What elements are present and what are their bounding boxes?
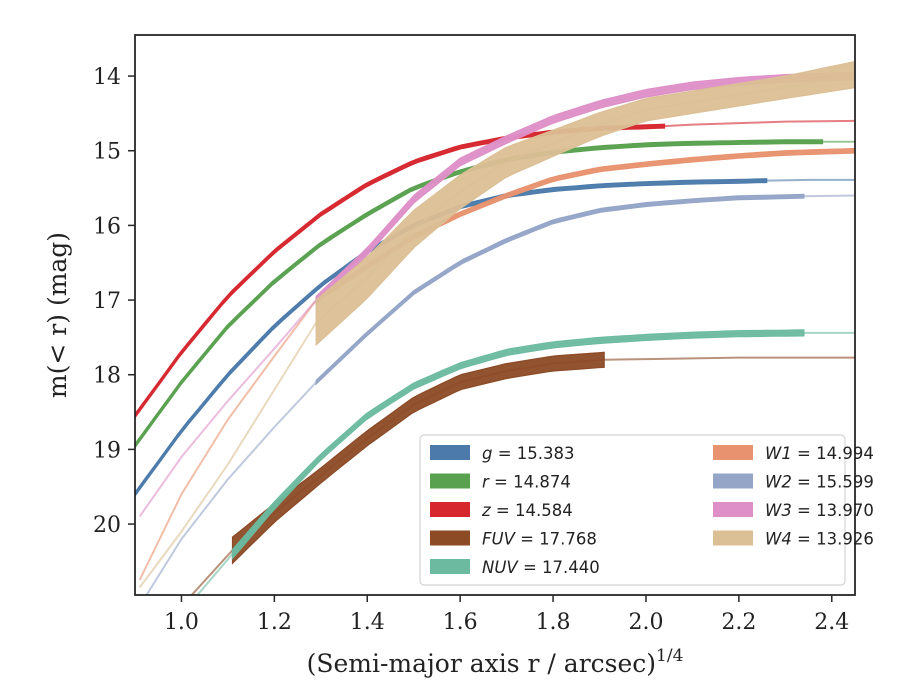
legend-label-g: g = 15.383	[482, 444, 575, 463]
legend-swatch-z	[430, 502, 470, 517]
x-tick-label-1-4: 1.4	[350, 610, 385, 635]
series-band-w3	[315, 71, 855, 306]
legend-label-w1: W1 = 14.994	[765, 444, 874, 463]
legend-item-g: g = 15.383	[430, 444, 575, 463]
x-tick-label-1-0: 1.0	[164, 610, 199, 635]
x-tick-label-1-6: 1.6	[443, 610, 478, 635]
legend-swatch-g	[430, 445, 470, 460]
x-axis-label: (Semi-major axis r / arcsec)1/4	[307, 646, 684, 678]
legend-swatch-w1	[713, 445, 753, 460]
legend: g = 15.383 r = 14.874 z = 14.584 FUV = 17.7…	[419, 434, 874, 586]
legend-item-z: z = 14.584	[430, 501, 573, 520]
legend-item-w4: W4 = 13.926	[713, 530, 874, 549]
y-tick-label-15: 15	[93, 140, 121, 165]
legend-item-fuv: FUV = 17.768	[430, 530, 597, 549]
legend-swatch-r	[430, 473, 470, 489]
series-band-fuv	[231, 351, 605, 565]
legend-swatch-fuv	[430, 530, 470, 546]
legend-label-w3: W3 = 13.970	[765, 501, 874, 520]
legend-swatch-w4	[713, 530, 753, 546]
legend-swatch-nuv	[430, 559, 470, 574]
x-tick-label-1-2: 1.2	[257, 610, 292, 635]
y-tick-label-16: 16	[93, 214, 121, 239]
series-w3	[138, 71, 855, 518]
series-band-z	[135, 123, 666, 419]
series-band-g	[135, 178, 768, 498]
series-w2	[145, 193, 855, 595]
legend-item-nuv: NUV = 17.440	[430, 558, 600, 577]
legend-label-z: z = 14.584	[481, 501, 573, 520]
legend-label-r: r = 14.874	[482, 473, 571, 492]
legend-item-w1: W1 = 14.994	[713, 444, 874, 463]
series-r	[135, 139, 855, 449]
legend-item-r: r = 14.874	[430, 473, 571, 492]
x-tick-label-2-4: 2.4	[814, 610, 849, 635]
series-band-w4	[315, 60, 855, 347]
y-tick-label-17: 17	[93, 289, 121, 314]
y-tick-label-18: 18	[93, 364, 121, 389]
plot-area	[135, 60, 855, 595]
x-tick-label-2-0: 2.0	[628, 610, 663, 635]
series-w1	[138, 147, 855, 581]
y-tick-label-19: 19	[93, 438, 121, 463]
series-band-r	[135, 139, 824, 449]
series-band-nuv	[231, 329, 805, 561]
x-tick-label-1-8: 1.8	[536, 610, 571, 635]
series-w4	[138, 60, 855, 589]
series-nuv	[196, 329, 855, 595]
series-band-w2	[315, 193, 805, 386]
y-axis-label: m(< r) (mag)	[43, 232, 72, 398]
axes-frame	[134, 34, 856, 596]
y-axis: 14 15 16 17 18 19 20	[93, 65, 135, 538]
x-tick-label-2-2: 2.2	[721, 610, 756, 635]
legend-label-nuv: NUV = 17.440	[482, 558, 600, 577]
legend-item-w2: W2 = 15.599	[713, 473, 874, 492]
legend-box	[419, 434, 846, 586]
legend-label-fuv: FUV = 17.768	[482, 530, 597, 549]
x-axis-label-text: (Semi-major axis r / arcsec)	[307, 649, 656, 678]
series-band-w1	[315, 147, 855, 304]
legend-item-w3: W3 = 13.970	[713, 501, 874, 520]
legend-swatch-w3	[713, 502, 753, 517]
y-tick-label-14: 14	[93, 65, 121, 90]
legend-label-w2: W2 = 15.599	[765, 473, 874, 492]
y-tick-label-20: 20	[93, 513, 121, 538]
x-axis-label-exponent: 1/4	[656, 646, 683, 666]
legend-swatch-w2	[713, 473, 753, 489]
legend-label-w4: W4 = 13.926	[765, 530, 874, 549]
x-axis: 1.0 1.2 1.4 1.6 1.8 2.0 2.2 2.4	[164, 595, 849, 635]
